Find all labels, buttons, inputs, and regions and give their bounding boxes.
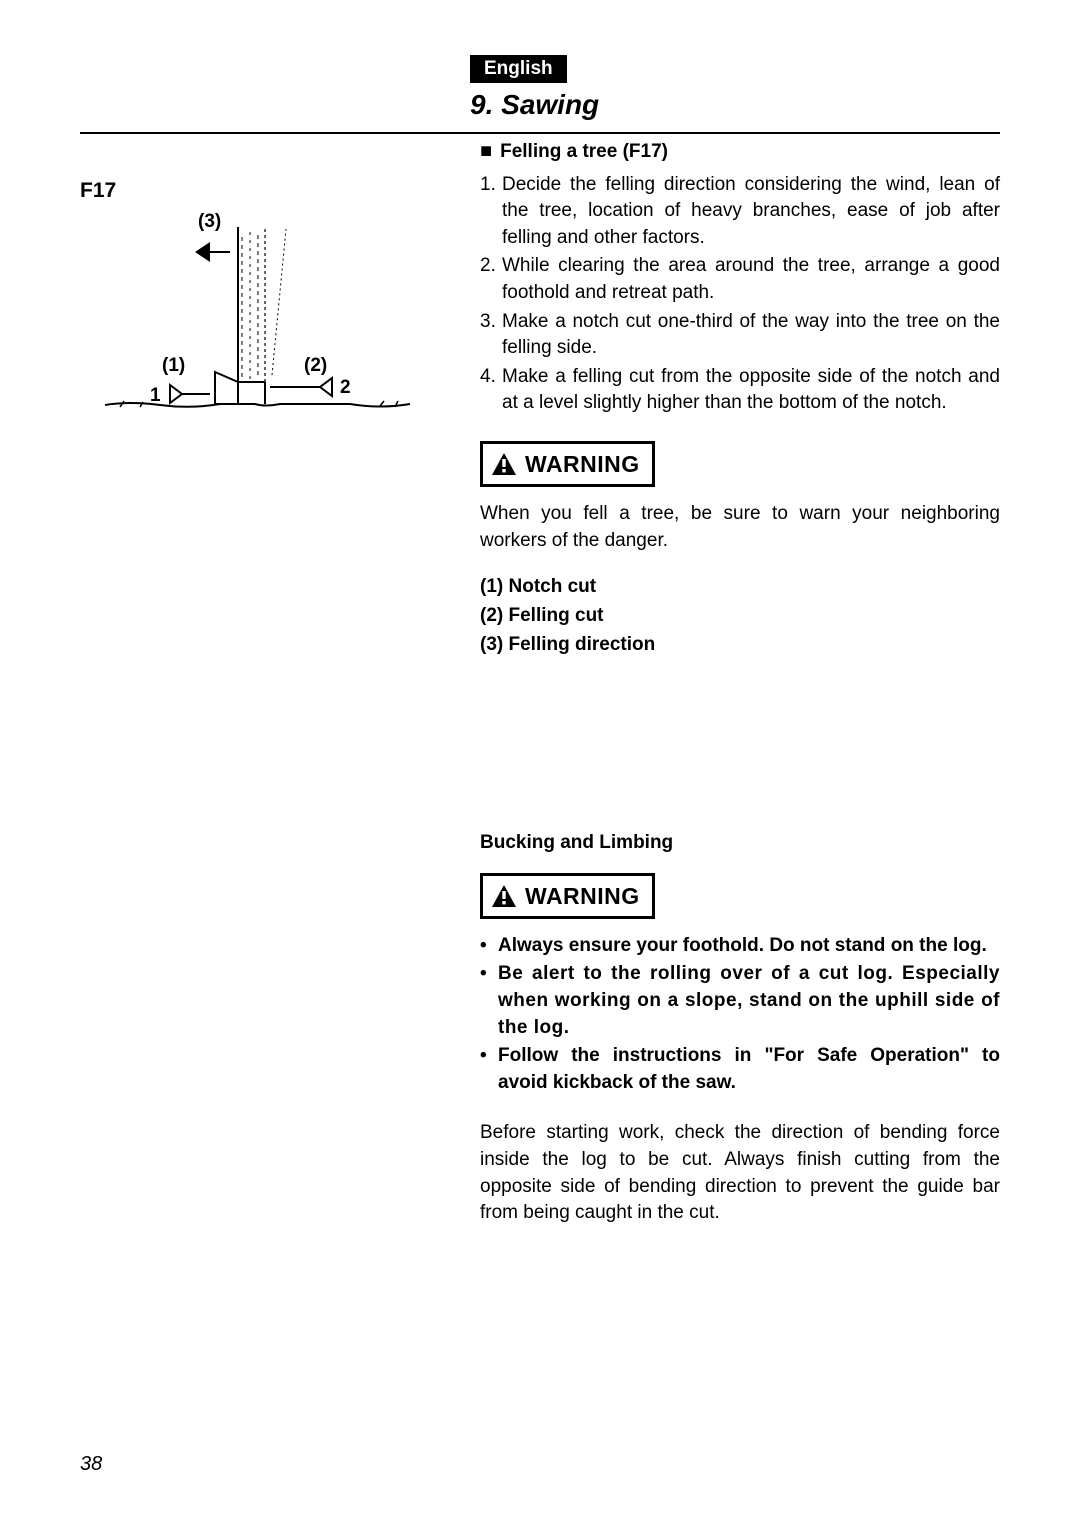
step-2: 2.While clearing the area around the tre…	[480, 253, 1000, 306]
warning-triangle-icon	[491, 884, 517, 908]
warning-label-2: WARNING	[525, 880, 640, 912]
warning-1-text: When you fell a tree, be sure to warn yo…	[480, 501, 1000, 554]
language-badge: English	[470, 55, 567, 83]
felling-heading: Felling a tree (F17)	[500, 139, 668, 166]
warning-label-1: WARNING	[525, 448, 640, 480]
legend-2: (2) Felling cut	[480, 603, 1000, 630]
num-2: 2	[340, 377, 351, 399]
legend-3: (3) Felling direction	[480, 632, 1000, 659]
warning-triangle-icon	[491, 452, 517, 476]
step-3: 3.Make a notch cut one-third of the way …	[480, 309, 1000, 362]
figure-f17: (3) (1) (2) 1 2	[100, 207, 440, 437]
square-bullet-icon: ■	[480, 141, 492, 161]
section-title: 9. Sawing	[470, 89, 1000, 121]
callout-3: (3)	[198, 211, 221, 233]
bucking-warning-1: •Always ensure your foothold. Do not sta…	[480, 933, 1000, 960]
bucking-warning-2: •Be alert to the rolling over of a cut l…	[480, 961, 1000, 1041]
step-1: 1.Decide the felling direction consideri…	[480, 172, 1000, 252]
left-column: F17	[80, 139, 450, 1247]
warning-box-1: WARNING	[480, 441, 655, 487]
bucking-heading: Bucking and Limbing	[480, 830, 1000, 857]
right-column: ■ Felling a tree (F17) 1.Decide the fell…	[480, 139, 1000, 1247]
bucking-paragraph: Before starting work, check the directio…	[480, 1120, 1000, 1226]
step-4: 4.Make a felling cut from the opposite s…	[480, 364, 1000, 417]
page-number: 38	[80, 1453, 102, 1476]
section-number: 9.	[470, 89, 493, 120]
figure-label: F17	[80, 179, 450, 203]
callout-1: (1)	[162, 355, 185, 377]
header-rule	[80, 132, 1000, 134]
spacer	[480, 660, 1000, 830]
header-rule-wrapper	[80, 128, 1000, 134]
section-name: Sawing	[501, 89, 599, 120]
warning-box-2: WARNING	[480, 873, 655, 919]
legend-1: (1) Notch cut	[480, 574, 1000, 601]
content-columns: F17	[80, 139, 1000, 1247]
page-header: English 9. Sawing	[470, 55, 1000, 121]
bucking-warning-3: •Follow the instructions in "For Safe Op…	[480, 1043, 1000, 1096]
bucking-warnings: •Always ensure your foothold. Do not sta…	[480, 933, 1000, 1097]
num-1: 1	[150, 385, 161, 407]
felling-heading-row: ■ Felling a tree (F17)	[480, 139, 1000, 166]
callout-2: (2)	[304, 355, 327, 377]
felling-steps: 1.Decide the felling direction consideri…	[480, 172, 1000, 417]
